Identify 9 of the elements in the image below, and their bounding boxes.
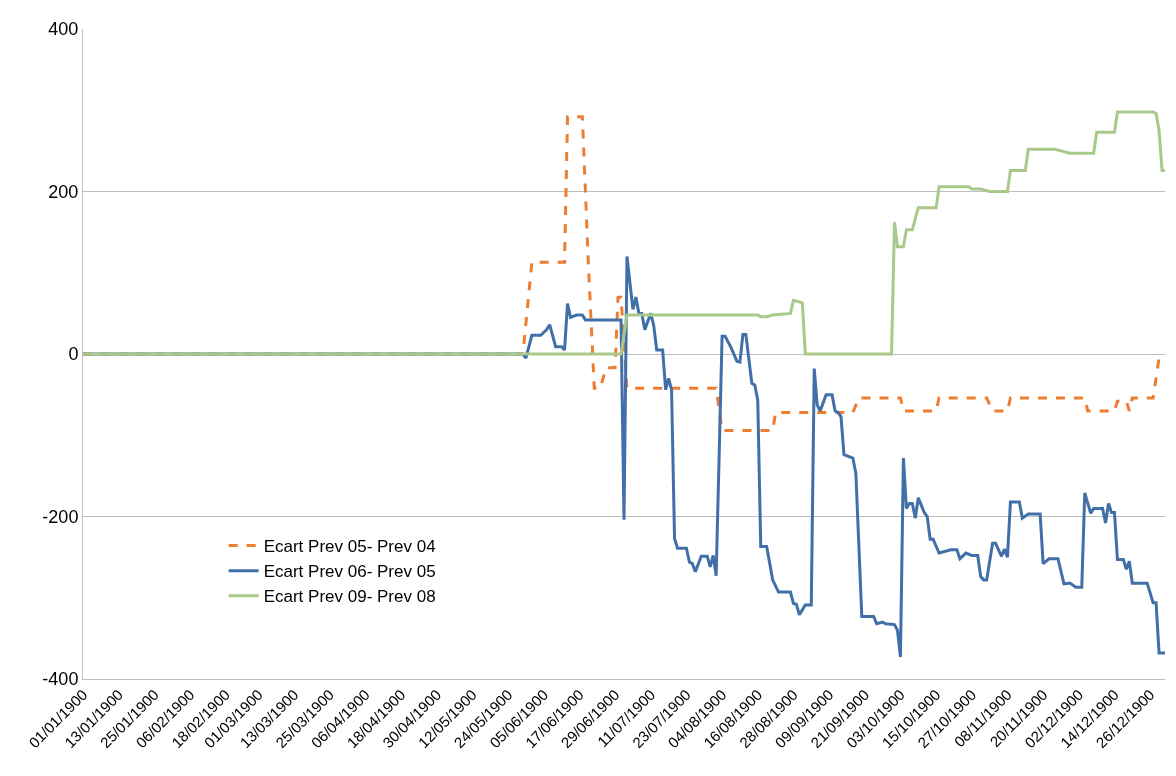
y-tick-label: -400 xyxy=(42,669,79,690)
legend-label: Ecart Prev 05- Prev 04 xyxy=(263,537,436,557)
line-series xyxy=(83,110,1165,356)
legend-label: Ecart Prev 06- Prev 05 xyxy=(263,562,436,582)
y-tick-label: 200 xyxy=(48,181,79,202)
y-tick-label: -200 xyxy=(42,506,79,527)
y-tick-label: 400 xyxy=(48,19,79,40)
legend-label: Ecart Prev 09- Prev 08 xyxy=(263,587,436,607)
y-tick-label: 0 xyxy=(68,344,79,365)
